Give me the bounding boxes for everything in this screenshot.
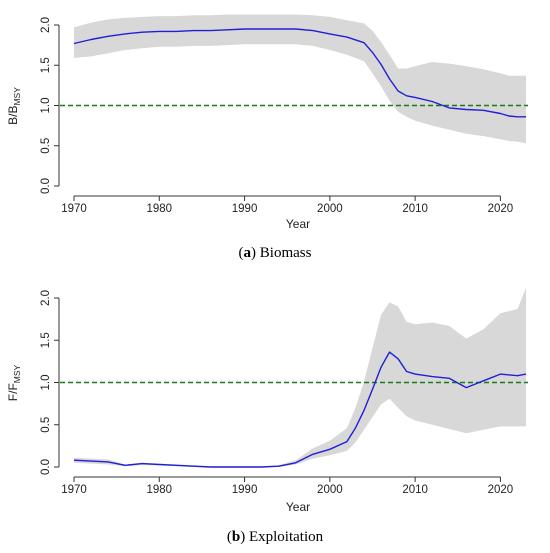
y-tick-label: 1.5 xyxy=(40,57,52,73)
y-tick-label: 1.0 xyxy=(40,98,52,114)
y-tick-label: 1.0 xyxy=(40,375,52,391)
median-series-line xyxy=(73,351,527,468)
x-tick-label: 2010 xyxy=(402,484,428,496)
x-tick-label: 2000 xyxy=(317,484,343,496)
x-tick-label: 1990 xyxy=(232,203,258,215)
y-tick-label: 2.0 xyxy=(40,17,52,33)
y-tick-label: 0.0 xyxy=(40,459,52,475)
x-axis-title: Year xyxy=(286,500,310,514)
x-axis-title: Year xyxy=(286,217,310,231)
band-area xyxy=(74,287,526,467)
y-tick-label: 1.5 xyxy=(40,332,52,348)
x-tick-label: 1970 xyxy=(61,484,87,496)
y-tick-label: 0.5 xyxy=(40,138,52,154)
median-series-line xyxy=(73,28,526,118)
median-line xyxy=(73,351,527,468)
x-tick-label: 2020 xyxy=(488,203,514,215)
caption-exploitation: (b) Exploitation xyxy=(227,529,324,545)
axes: 1970 1980 1990 2000 2010 2020 0.0 0.5 1.0 1.5 2.0 xyxy=(40,290,513,496)
axes: 1970 1980 1990 2000 2010 2020 0.0 0.5 1.0 1.5 2.0 xyxy=(40,17,513,215)
x-tick-label: 1980 xyxy=(146,484,172,496)
confidence-band xyxy=(74,287,526,467)
caption-biomass: (a) Biomass xyxy=(239,245,312,261)
y-axis-title: B/BMSY xyxy=(6,87,22,125)
median-line xyxy=(73,28,526,118)
panel-exploitation: 1970 1980 1990 2000 2010 20200.00.51.01.52.0 … xyxy=(6,287,528,545)
x-tick-label: 1970 xyxy=(61,203,87,215)
y-axis-title: F/FMSY xyxy=(6,364,22,401)
x-tick-label: 2000 xyxy=(317,203,343,215)
y-tick-label: 0.0 xyxy=(40,178,52,194)
x-tick-label: 2010 xyxy=(402,203,428,215)
confidence-band xyxy=(74,14,526,144)
x-tick-label: 1990 xyxy=(232,484,258,496)
y-tick-label: 2.0 xyxy=(40,290,52,306)
band-area xyxy=(74,14,526,144)
x-tick-label: 2020 xyxy=(488,484,514,496)
panel-biomass: 1970 1980 1990 2000 2010 20200.00.51.01.52.0 … xyxy=(6,14,528,261)
y-tick-label: 0.5 xyxy=(40,417,52,433)
x-tick-label: 1980 xyxy=(146,203,172,215)
